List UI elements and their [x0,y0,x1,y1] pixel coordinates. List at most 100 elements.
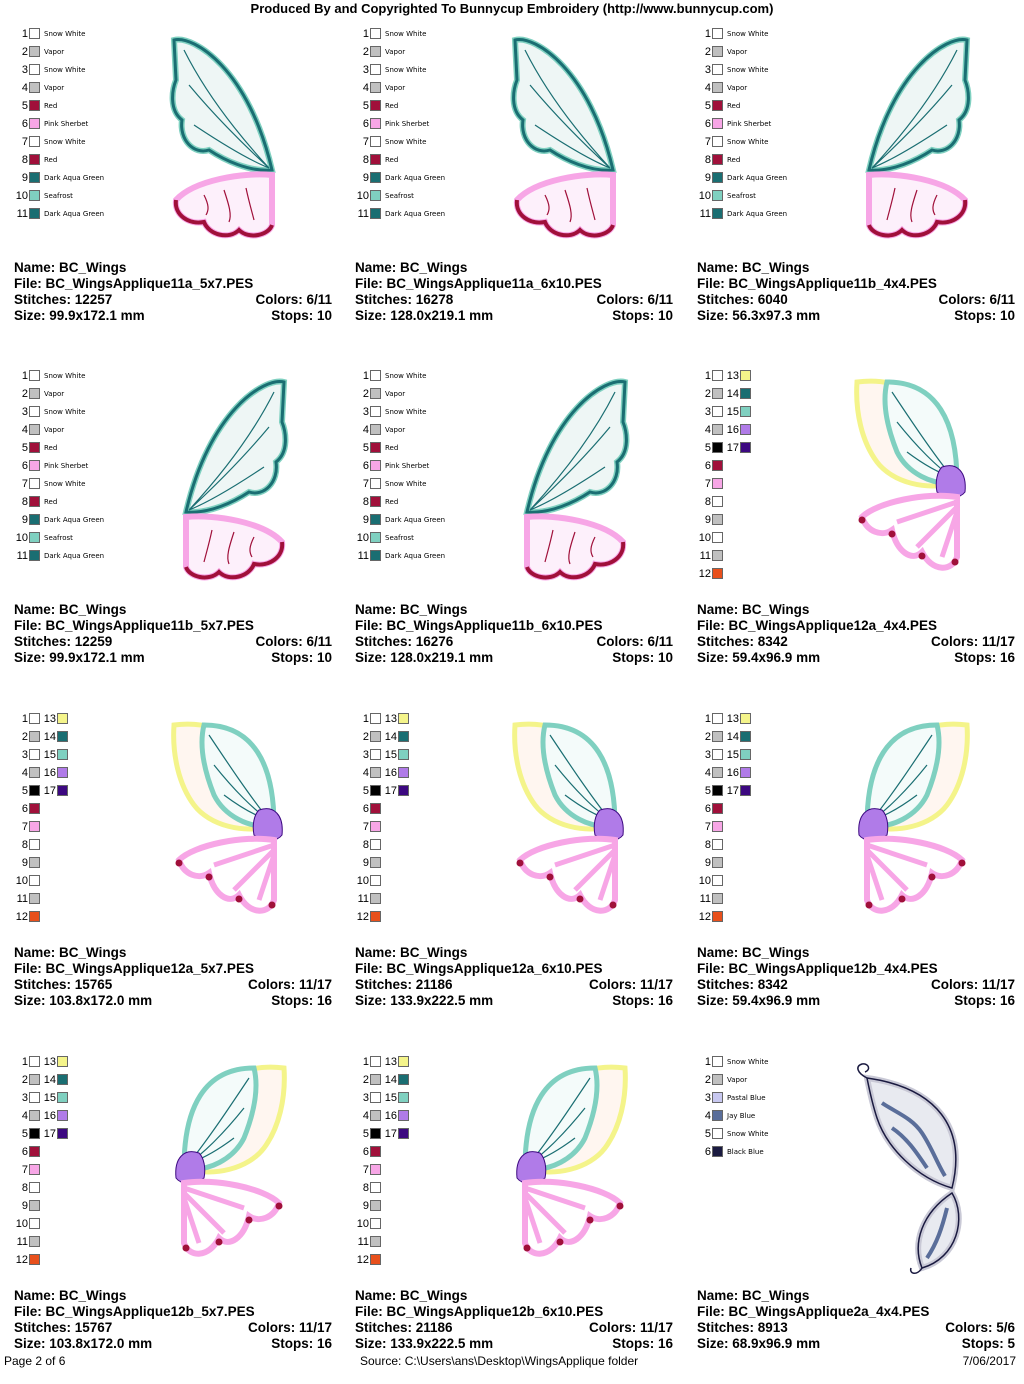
wing-dot [275,1202,283,1210]
legend-number: 10 [15,190,28,202]
design-size-line: Size: 68.9x96.9 mm Stops: 5 [697,1336,1015,1352]
thread-name: Pink Sherbet [727,120,772,128]
thread-name: Vapor [727,1076,748,1084]
design-size: Size: 99.9x172.1 mm [14,650,145,665]
color-swatch [29,442,40,453]
color-swatch [398,1110,409,1121]
design-colors: Colors: 6/11 [596,292,673,307]
design-card: 1 2 3 4 5 6 7 8 9 10 11 12 13 14 15 16 17 Name: BC_Wings F… [697,368,1024,698]
design-size: Size: 59.4x96.9 mm [697,993,821,1008]
upper-wing-outline [512,38,615,172]
design-stitches: Stitches: 16278 [355,292,454,307]
legend-number: 5 [704,1128,711,1140]
design-name-line: Name: BC_Wings [697,1288,1015,1304]
legend-number: 2 [362,1074,369,1086]
design-file: File: BC_WingsApplique12a_4x4.PES [697,618,937,633]
design-stitches-line: Stitches: 16276 Colors: 6/11 [355,634,673,650]
legend-number: 3 [21,1092,28,1104]
design-colors: Colors: 11/17 [588,1320,673,1335]
lower-wing-fill [172,171,275,239]
design-name: Name: BC_Wings [697,602,810,617]
color-swatch [29,1164,40,1175]
legend-number: 16 [726,767,739,779]
legend-number: 7 [362,136,369,148]
lower-wing-outline [181,1178,283,1257]
color-swatch [370,28,381,39]
thread-name: Vapor [44,84,65,92]
color-swatch [57,731,68,742]
legend-number: 2 [21,731,28,743]
lower-wing-edge [184,541,285,580]
lower-wing-fill [513,171,616,239]
legend-number: 2 [21,1074,28,1086]
color-swatch [370,82,381,93]
legend-number: 9 [21,514,28,526]
design-size-line: Size: 59.4x96.9 mm Stops: 16 [697,993,1015,1009]
design-info: Name: BC_Wings File: BC_WingsApplique11a_… [355,260,673,324]
legend-number: 8 [21,154,28,166]
legend-number: 6 [362,1146,369,1158]
legend-number: 11 [16,208,28,220]
thread-name: Snow White [44,30,86,38]
thread-name: Snow White [385,66,427,74]
legend-number: 2 [21,46,28,58]
color-swatch [29,28,40,39]
thread-name: Snow White [727,30,769,38]
color-swatch [57,1074,68,1085]
design-stitches: Stitches: 16276 [355,634,454,649]
design-file-line: File: BC_WingsApplique12a_6x10.PES [355,961,673,977]
legend-number: 13 [726,370,739,382]
legend-number: 1 [362,1056,369,1068]
wing-dot [205,873,213,881]
thread-name: Snow White [44,480,86,488]
legend-number: 4 [21,82,28,94]
color-swatch [712,857,723,868]
design-file-line: File: BC_WingsApplique12a_4x4.PES [697,618,1015,634]
legend-number: 12 [698,911,711,923]
design-card: 1 Snow White 2 Vapor 3 Snow White 4 Vapor 5 Red 6 P… [14,26,344,356]
thread-name: Red [385,444,399,452]
legend-number: 4 [704,424,711,436]
legend-number: 11 [699,208,711,220]
color-swatch [712,749,723,760]
thread-name: Pink Sherbet [385,120,430,128]
design-file-line: File: BC_WingsApplique11b_6x10.PES [355,618,673,634]
legend-number: 11 [699,893,711,905]
legend-number: 7 [21,136,28,148]
color-swatch [370,100,381,111]
lower-wing-ribs [554,842,618,901]
color-swatch [712,550,723,561]
color-swatch [29,821,40,832]
design-stops: Stops: 10 [954,308,1015,323]
color-swatch [29,532,40,543]
design-stitches: Stitches: 12259 [14,634,113,649]
legend-number: 4 [21,424,28,436]
color-swatch [712,82,723,93]
color-swatch [370,118,381,129]
color-swatch [370,64,381,75]
lower-wing-edge [525,541,626,580]
legend-number: 12 [356,1254,369,1266]
design-info: Name: BC_Wings File: BC_WingsApplique11a_… [14,260,332,324]
color-swatch [370,388,381,399]
color-swatch [29,731,40,742]
color-swatch [370,46,381,57]
design-file-line: File: BC_WingsApplique11b_4x4.PES [697,276,1015,292]
lower-wing-outline [522,1178,624,1257]
color-swatch [29,803,40,814]
wing-design-image [171,721,283,914]
thread-name: Dark Aqua Green [44,174,105,182]
legend-number: 10 [356,1218,369,1230]
page-header: Produced By and Copyrighted To Bunnycup … [250,1,774,16]
design-size: Size: 128.0x219.1 mm [355,308,494,323]
design-name: Name: BC_Wings [14,945,127,960]
design-name: Name: BC_Wings [355,1288,468,1303]
legend-number: 8 [704,154,711,166]
design-file: File: BC_WingsApplique11b_5x7.PES [14,618,254,633]
legend-number: 14 [726,388,739,400]
lower-wing-outline [917,1191,960,1269]
color-swatch [29,857,40,868]
wing-dot [858,516,866,524]
design-size: Size: 128.0x219.1 mm [355,650,494,665]
legend-number: 11 [16,893,28,905]
